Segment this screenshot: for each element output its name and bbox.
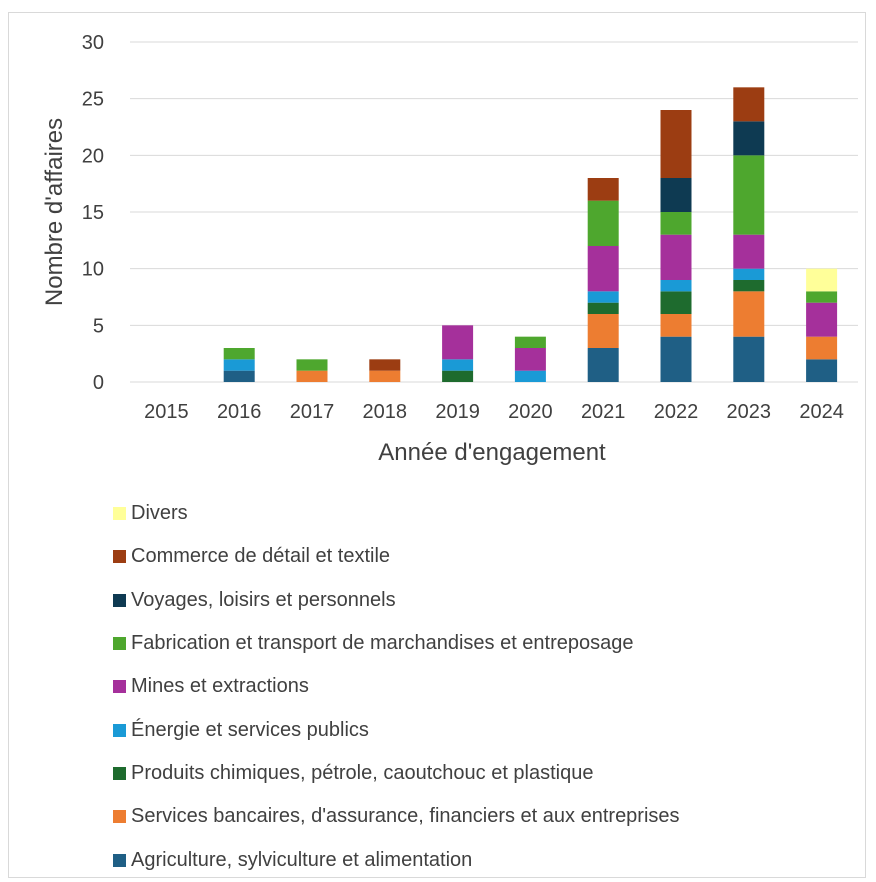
bar-segment [296, 359, 328, 371]
bar-segment [296, 370, 328, 382]
x-tick-label: 2021 [581, 401, 626, 423]
y-tick-label: 30 [82, 32, 104, 54]
bar-segment [660, 212, 692, 235]
bar-segment [733, 268, 765, 280]
bar-segment [514, 348, 546, 371]
bar-segment [806, 302, 838, 337]
legend-swatch [113, 507, 126, 521]
bar-segment [442, 370, 474, 382]
x-tick-label: 2020 [508, 401, 553, 423]
bar-segment [369, 359, 401, 371]
legend-label: Produits chimiques, pétrole, caoutchouc … [131, 761, 594, 784]
legend: Divers Commerce de détail et textile Voyag… [113, 492, 680, 882]
legend-swatch [113, 550, 126, 564]
bar-segment [223, 370, 255, 382]
legend-item: Agriculture, sylviculture et alimentatio… [113, 838, 680, 881]
legend-swatch [113, 723, 126, 737]
bar-segment [733, 234, 765, 269]
y-tick-label: 15 [82, 202, 104, 224]
bar-segment [587, 348, 619, 382]
bar-segment [514, 336, 546, 348]
bar-segment [587, 200, 619, 246]
x-tick-label: 2023 [727, 401, 772, 423]
y-axis-title: Nombre d'affaires [41, 118, 68, 306]
x-axis-title: Année d'engagement [378, 439, 606, 466]
bars [223, 87, 838, 382]
bar-segment [223, 348, 255, 360]
bar-segment [587, 178, 619, 201]
x-tick-label: 2018 [363, 401, 408, 423]
bar-segment [587, 314, 619, 348]
legend-item: Produits chimiques, pétrole, caoutchouc … [113, 752, 680, 795]
legend-label: Divers [131, 502, 188, 525]
x-tick-label: 2015 [144, 401, 189, 423]
legend-item: Mines et extractions [113, 665, 680, 708]
x-tick-label: 2024 [799, 401, 844, 423]
bar-segment [660, 291, 692, 314]
legend-swatch [113, 637, 126, 651]
legend-label: Agriculture, sylviculture et alimentatio… [131, 848, 473, 871]
bar-segment [806, 336, 838, 360]
legend-item: Divers [113, 492, 680, 535]
legend-label: Voyages, loisirs et personnels [131, 588, 396, 611]
bar-segment [733, 336, 765, 382]
bar-segment [587, 246, 619, 292]
y-tick-label: 25 [82, 89, 104, 111]
bar-segment [806, 359, 838, 382]
legend-item: Fabrication et transport de marchandises… [113, 622, 680, 665]
y-tick-label: 5 [93, 315, 104, 337]
bar-segment [733, 87, 765, 122]
legend-item: Voyages, loisirs et personnels [113, 579, 680, 622]
legend-label: Commerce de détail et textile [131, 545, 391, 568]
legend-item: Commerce de détail et textile [113, 535, 680, 578]
bar-segment [660, 336, 692, 382]
bar-segment [223, 359, 255, 371]
y-tick-labels: 0 5 10 15 20 25 30 [82, 32, 104, 394]
y-tick-label: 10 [82, 259, 104, 281]
y-tick-label: 20 [82, 145, 104, 167]
legend-swatch [113, 766, 126, 780]
legend-swatch [113, 810, 126, 824]
legend-label: Services bancaires, d'assurance, financi… [131, 805, 680, 828]
bar-segment [806, 268, 838, 292]
legend-label: Fabrication et transport de marchandises… [131, 632, 634, 655]
y-tick-label: 0 [93, 372, 104, 394]
x-tick-labels: 2015 2016 2017 2018 2019 2020 2021 2022 2023 2024 [144, 401, 844, 423]
bar-segment [733, 280, 765, 292]
bar-segment [660, 178, 692, 212]
bar-segment [806, 291, 838, 303]
x-tick-label: 2017 [290, 401, 335, 423]
bar-segment [733, 155, 765, 235]
legend-label: Énergie et services publics [131, 718, 369, 741]
bar-segment [733, 291, 765, 337]
legend-item: Énergie et services publics [113, 708, 680, 751]
bar-segment [660, 110, 692, 178]
bar-segment [660, 280, 692, 292]
bar-segment [514, 370, 546, 382]
bar-segment [442, 325, 474, 360]
bar-segment [587, 302, 619, 314]
legend-item: Services bancaires, d'assurance, financi… [113, 795, 680, 838]
x-tick-label: 2019 [435, 401, 480, 423]
bar-segment [442, 359, 474, 371]
bar-segment [733, 121, 765, 156]
legend-label: Mines et extractions [131, 675, 309, 698]
bar-segment [587, 291, 619, 303]
x-tick-label: 2016 [217, 401, 262, 423]
bar-segment [369, 370, 401, 382]
legend-swatch [113, 593, 126, 607]
legend-swatch [113, 853, 126, 867]
x-tick-label: 2022 [654, 401, 699, 423]
legend-swatch [113, 680, 126, 694]
bar-segment [660, 234, 692, 280]
chart-frame [8, 12, 866, 878]
bar-segment [660, 314, 692, 337]
